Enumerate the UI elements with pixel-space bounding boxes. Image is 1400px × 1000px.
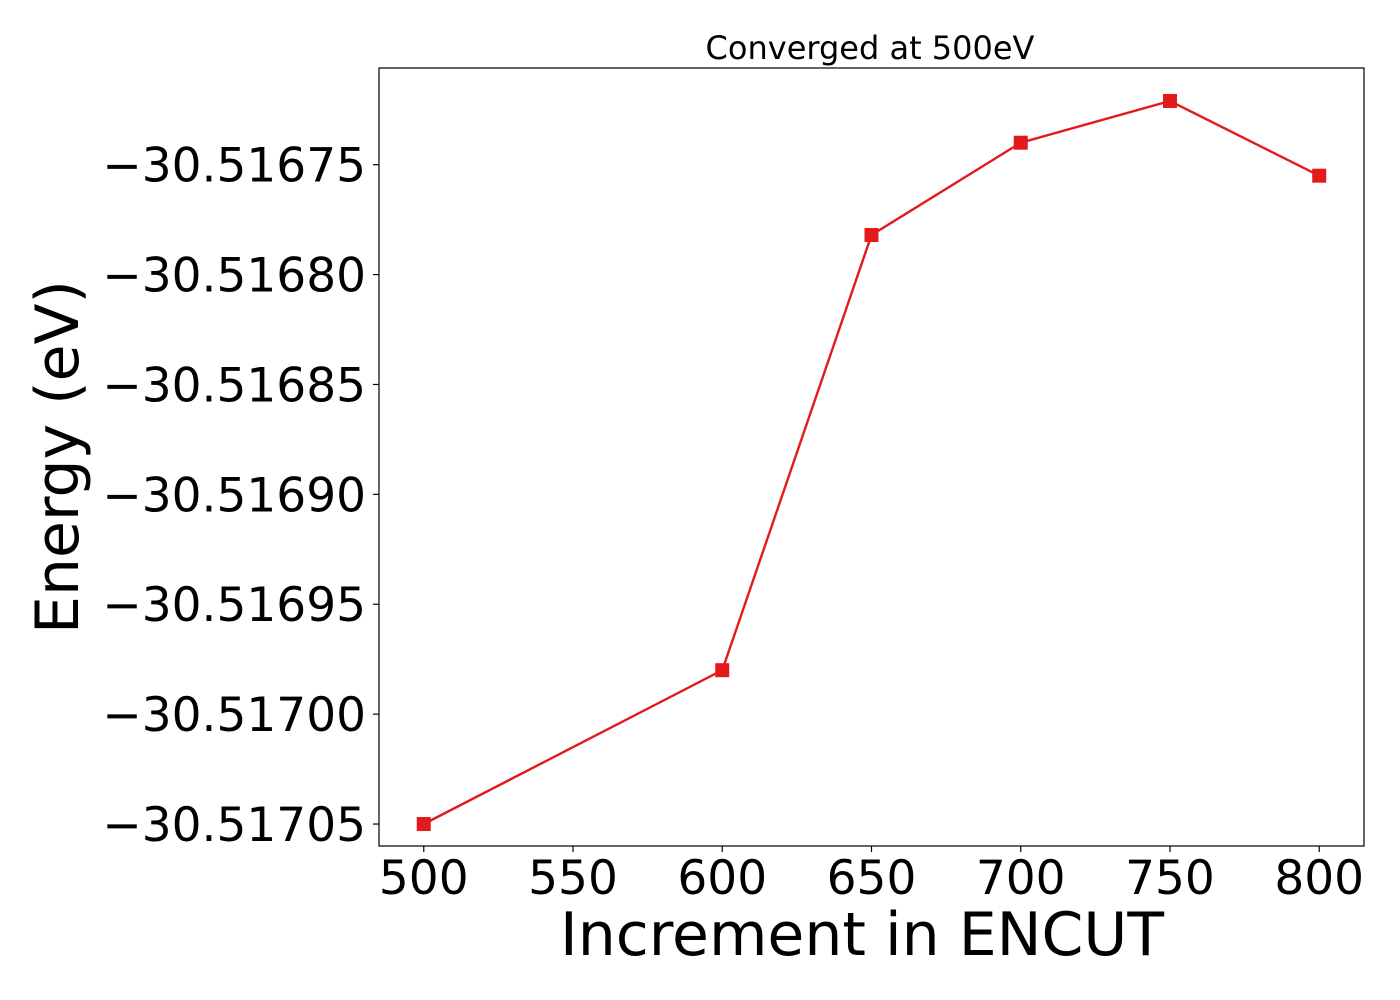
x-tick-label: 500	[379, 851, 469, 906]
data-point-marker	[1013, 135, 1028, 150]
y-tick-label: −30.51700	[102, 688, 366, 743]
plot-area-frame	[378, 67, 1365, 847]
x-tick-label: 800	[1274, 851, 1364, 906]
data-point-marker	[715, 663, 730, 678]
data-point-marker	[416, 817, 431, 832]
y-tick-label: −30.51705	[102, 798, 366, 853]
x-tick-label: 750	[1125, 851, 1215, 906]
chart-title: Converged at 500eV	[706, 29, 1035, 67]
x-tick-label: 550	[528, 851, 618, 906]
y-tick-label: −30.51685	[102, 358, 366, 413]
y-tick-label: −30.51690	[102, 468, 366, 523]
series-line	[423, 99, 1320, 826]
y-axis: −30.51675 −30.51680 −30.51685 −30.51690 −30.…	[102, 139, 379, 853]
y-axis-label: Energy (eV)	[23, 280, 93, 634]
series-layer	[416, 93, 1327, 832]
x-tick-label: 650	[827, 851, 917, 906]
x-tick-label: 600	[677, 851, 767, 906]
x-axis: 500 550 600 650 700 750 800	[379, 846, 1364, 906]
data-point-marker	[1312, 168, 1327, 183]
data-point-marker	[864, 228, 879, 243]
data-point-marker	[1162, 93, 1177, 108]
y-tick-label: −30.51675	[102, 139, 366, 194]
x-tick-label: 700	[976, 851, 1066, 906]
y-tick-label: −30.51680	[102, 249, 366, 304]
x-axis-label: Increment in ENCUT	[560, 900, 1164, 970]
y-tick-label: −30.51695	[102, 578, 366, 633]
